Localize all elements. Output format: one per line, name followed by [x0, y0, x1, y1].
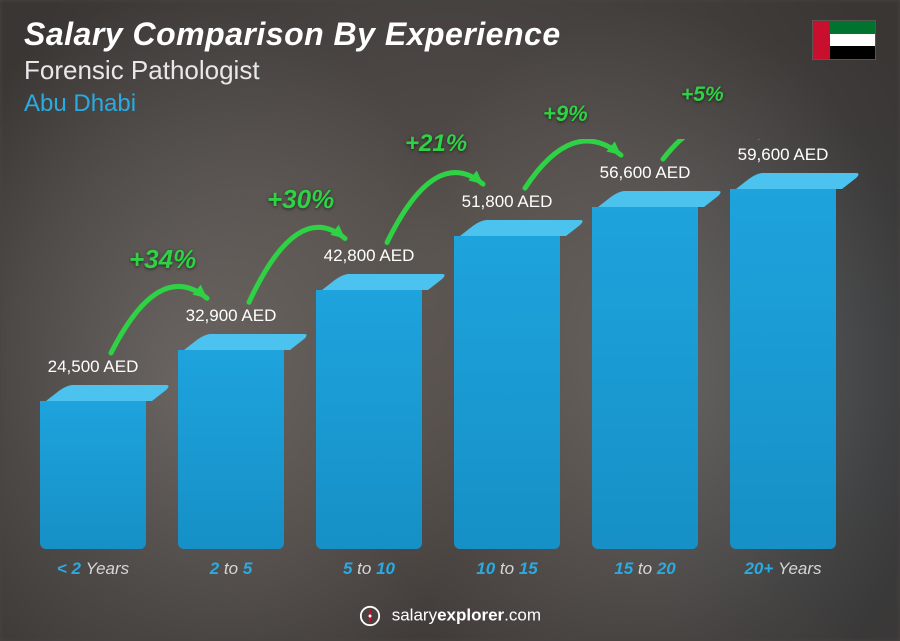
flag-band-red	[813, 21, 830, 59]
bar-value-label: 42,800 AED	[324, 246, 415, 266]
bar-value-label: 51,800 AED	[462, 192, 553, 212]
brand-suffix: .com	[504, 605, 541, 624]
bar-body	[592, 191, 698, 549]
x-label-5: 20+ Years	[723, 559, 843, 579]
bars-container: 24,500 AED 32,900 AED 42,800 AED 51,800 AED…	[24, 139, 852, 549]
bar-front-face	[178, 350, 284, 549]
x-axis-labels: < 2 Years 2 to 5 5 to 10 10 to 15 15 to 20 20…	[24, 559, 852, 579]
x-label-2: 5 to 10	[309, 559, 429, 579]
bar-value-label: 32,900 AED	[186, 306, 277, 326]
bar-front-face	[454, 236, 560, 549]
bar-value-label: 59,600 AED	[738, 145, 829, 165]
bar-1: 32,900 AED	[171, 306, 291, 549]
bar-front-face	[730, 189, 836, 549]
x-label-1: 2 to 5	[171, 559, 291, 579]
bar-2: 42,800 AED	[309, 246, 429, 549]
bar-body	[178, 334, 284, 549]
bar-top-face	[184, 334, 310, 350]
page-title: Salary Comparison By Experience	[24, 16, 561, 53]
x-label-4: 15 to 20	[585, 559, 705, 579]
brand-text: salaryexplorer.com	[392, 605, 541, 624]
brand-light: salary	[392, 605, 437, 624]
bar-top-face	[736, 173, 862, 189]
bar-body	[40, 385, 146, 549]
bar-top-face	[460, 220, 586, 236]
header: Salary Comparison By Experience Forensic…	[24, 16, 561, 118]
bar-top-face	[322, 274, 448, 290]
compass-logo-icon	[359, 605, 381, 627]
x-label-0: < 2 Years	[33, 559, 153, 579]
salary-bar-chart: 24,500 AED 32,900 AED 42,800 AED 51,800 AED…	[24, 139, 852, 579]
country-flag-uae	[812, 20, 876, 60]
bar-5: 59,600 AED	[723, 145, 843, 549]
bar-top-face	[598, 191, 724, 207]
bar-body	[730, 173, 836, 549]
x-label-3: 10 to 15	[447, 559, 567, 579]
bar-0: 24,500 AED	[33, 357, 153, 549]
job-title: Forensic Pathologist	[24, 55, 561, 86]
bar-front-face	[592, 207, 698, 549]
footer: salaryexplorer.com	[0, 605, 900, 627]
bar-value-label: 56,600 AED	[600, 163, 691, 183]
bar-body	[454, 220, 560, 549]
bar-body	[316, 274, 422, 549]
bar-3: 51,800 AED	[447, 192, 567, 549]
location: Abu Dhabi	[24, 90, 561, 118]
bar-4: 56,600 AED	[585, 163, 705, 549]
bar-front-face	[40, 401, 146, 549]
bar-top-face	[46, 385, 172, 401]
bar-front-face	[316, 290, 422, 549]
bar-value-label: 24,500 AED	[48, 357, 139, 377]
brand-bold: explorer	[437, 605, 504, 624]
